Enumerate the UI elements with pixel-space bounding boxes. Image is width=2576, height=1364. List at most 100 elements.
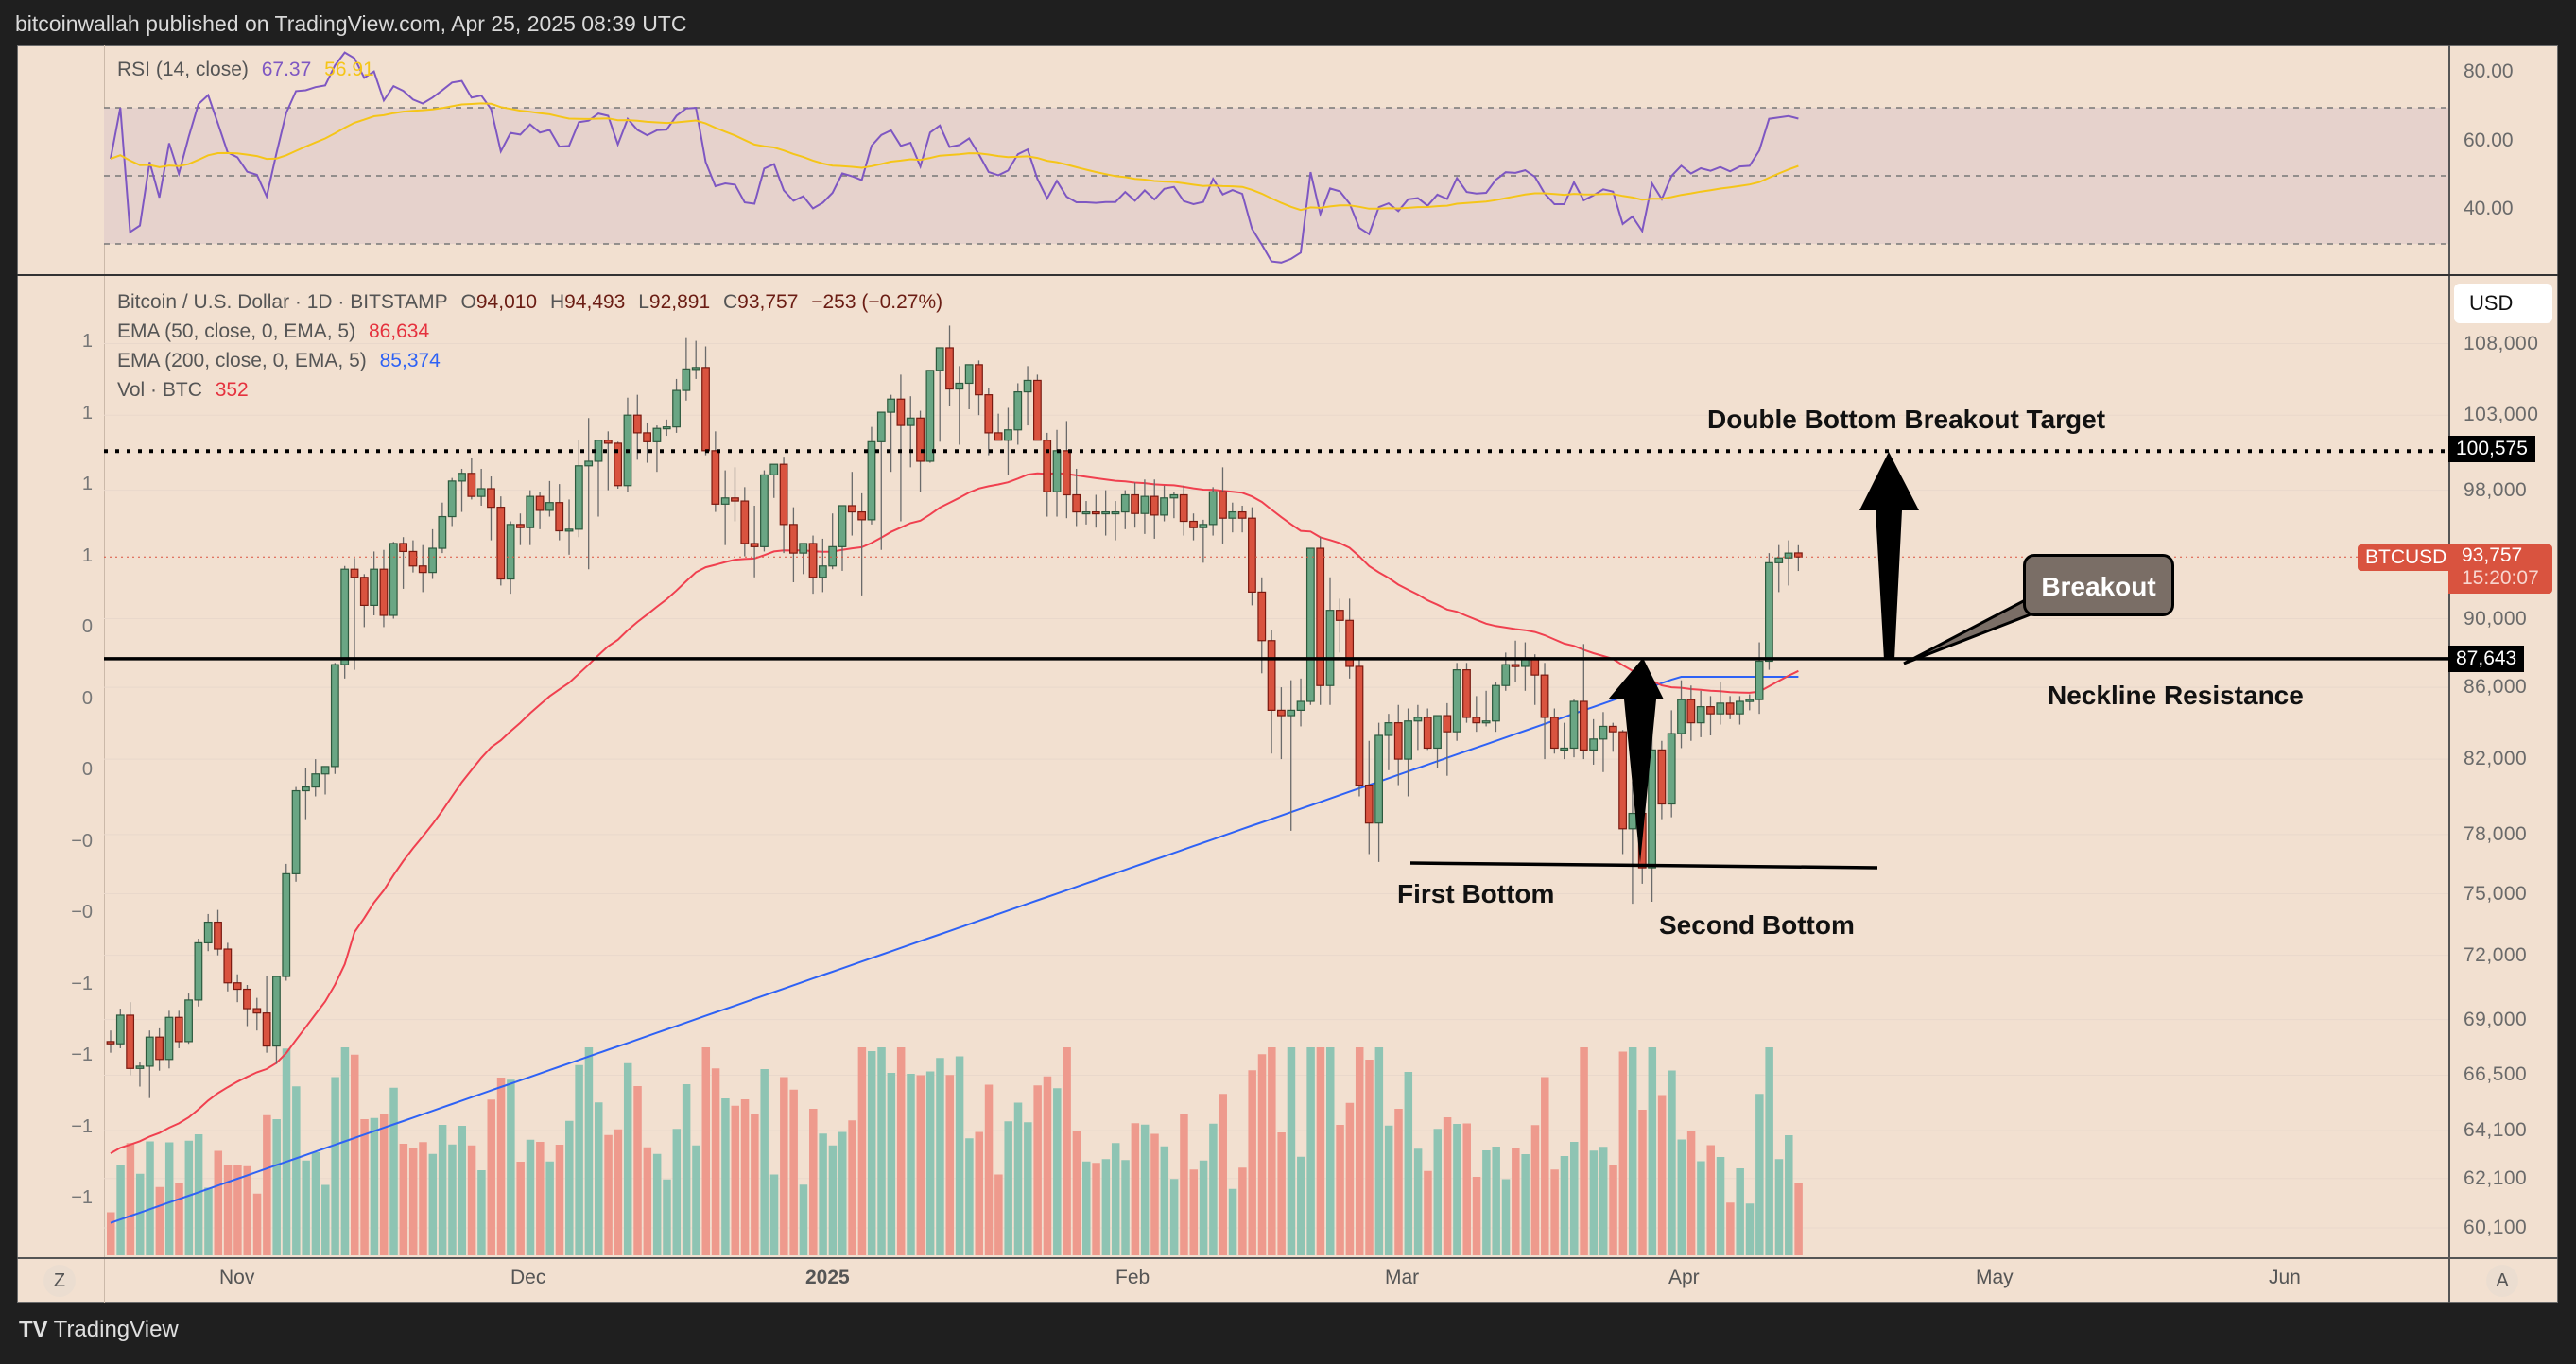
volume-bar [1199, 1160, 1208, 1255]
footer-brand[interactable]: TV TradingView [19, 1317, 179, 1343]
candle [1316, 547, 1325, 686]
volume-bar [545, 1161, 554, 1255]
year-label: 2025 [805, 1267, 850, 1288]
candle [1023, 379, 1032, 393]
symbol-tag: BTCUSD [2358, 544, 2455, 571]
volume-bar [1053, 1088, 1062, 1255]
volume-bar [1580, 1047, 1588, 1255]
volume-bar [1024, 1122, 1032, 1255]
volume-bar [214, 1150, 223, 1255]
volume-bar [331, 1077, 339, 1255]
volume-bar [819, 1133, 827, 1255]
candle [1648, 749, 1656, 869]
candle [1540, 674, 1549, 718]
candle [603, 440, 613, 444]
bar-countdown: 15:20:07 [2462, 567, 2539, 589]
volume-bar [1501, 1179, 1511, 1255]
volume-bar [1472, 1177, 1481, 1255]
volume-bar [408, 1148, 418, 1255]
candle [1287, 709, 1296, 717]
price-tick: 75,000 [2464, 882, 2528, 905]
volume-bar [789, 1089, 798, 1255]
volume-bar [1374, 1047, 1384, 1255]
volume-bar [223, 1165, 233, 1255]
left-axis-tick: 1 [81, 544, 93, 566]
volume-bar [799, 1184, 808, 1255]
volume-bar [945, 1075, 955, 1255]
candle [555, 502, 564, 532]
candle [447, 480, 457, 518]
symbol-label: Bitcoin / U.S. Dollar · 1D · BITSTAMP [117, 291, 448, 313]
candle [1725, 702, 1735, 715]
candle [682, 368, 691, 391]
volume-bar [760, 1069, 769, 1255]
candle [223, 948, 233, 984]
candle [857, 510, 867, 521]
candle [1755, 660, 1764, 700]
volume-bar [828, 1145, 838, 1255]
candle [574, 465, 583, 530]
candle [1072, 493, 1081, 513]
zoom-button[interactable]: Z [43, 1265, 76, 1297]
candle [672, 389, 681, 428]
price-tick: 66,500 [2464, 1063, 2528, 1086]
candle [1423, 717, 1432, 750]
month-label: Mar [1385, 1267, 1420, 1288]
volume-bar [1121, 1160, 1130, 1255]
currency-button[interactable]: USD [2454, 284, 2552, 323]
candle [359, 577, 369, 607]
volume-bar [360, 1119, 369, 1255]
rsi-tick: 60.00 [2464, 129, 2514, 151]
month-label: May [1976, 1267, 2014, 1288]
volume-bar [204, 1187, 213, 1255]
candle [838, 505, 847, 547]
candle [1745, 699, 1755, 702]
volume-bar [1150, 1133, 1159, 1255]
volume-bar [1287, 1047, 1296, 1255]
volume-bar [575, 1064, 583, 1255]
volume-bar [1394, 1109, 1403, 1255]
candle [769, 463, 779, 476]
rsi-ma-value: 56.91 [324, 59, 374, 80]
ema50-value: 86,634 [368, 320, 430, 342]
target-arrow-up-icon [1859, 452, 1919, 660]
left-axis-tick: −1 [71, 1045, 93, 1065]
volume-bar [955, 1056, 964, 1255]
volume-bar [994, 1174, 1003, 1255]
volume-bar [1238, 1167, 1247, 1255]
volume-bar [1140, 1124, 1150, 1255]
candle [1657, 749, 1667, 805]
candle [701, 367, 710, 452]
high-label: H [549, 291, 565, 313]
candle [1549, 717, 1559, 750]
candle [1189, 520, 1198, 528]
volume-bar [428, 1153, 438, 1255]
volume-bar [302, 1160, 310, 1255]
volume-bar [184, 1140, 194, 1255]
volume-bar [1043, 1076, 1052, 1255]
volume-bar [643, 1147, 652, 1255]
volume-bar [1297, 1156, 1305, 1255]
volume-bar [663, 1179, 671, 1255]
volume-bar [126, 1143, 135, 1255]
volume-bar [604, 1134, 613, 1255]
volume-bar [164, 1142, 174, 1255]
candle [106, 1041, 115, 1045]
volume-bar [1248, 1070, 1256, 1255]
auto-scale-button[interactable]: A [2486, 1265, 2518, 1297]
pane-divider[interactable] [17, 274, 2558, 276]
candle [1131, 493, 1140, 514]
volume-bar [1268, 1047, 1276, 1255]
price-axis[interactable] [2448, 45, 2558, 1303]
month-label: Jun [2269, 1267, 2301, 1288]
candle [1560, 747, 1569, 751]
month-label: Feb [1115, 1267, 1150, 1288]
candle [1393, 722, 1403, 760]
volume-bar [925, 1071, 935, 1255]
candle [1267, 640, 1276, 711]
volume-bar [1530, 1125, 1540, 1255]
candle [1667, 733, 1676, 805]
left-axis-tick: −1 [71, 973, 93, 994]
candle [1043, 440, 1052, 492]
